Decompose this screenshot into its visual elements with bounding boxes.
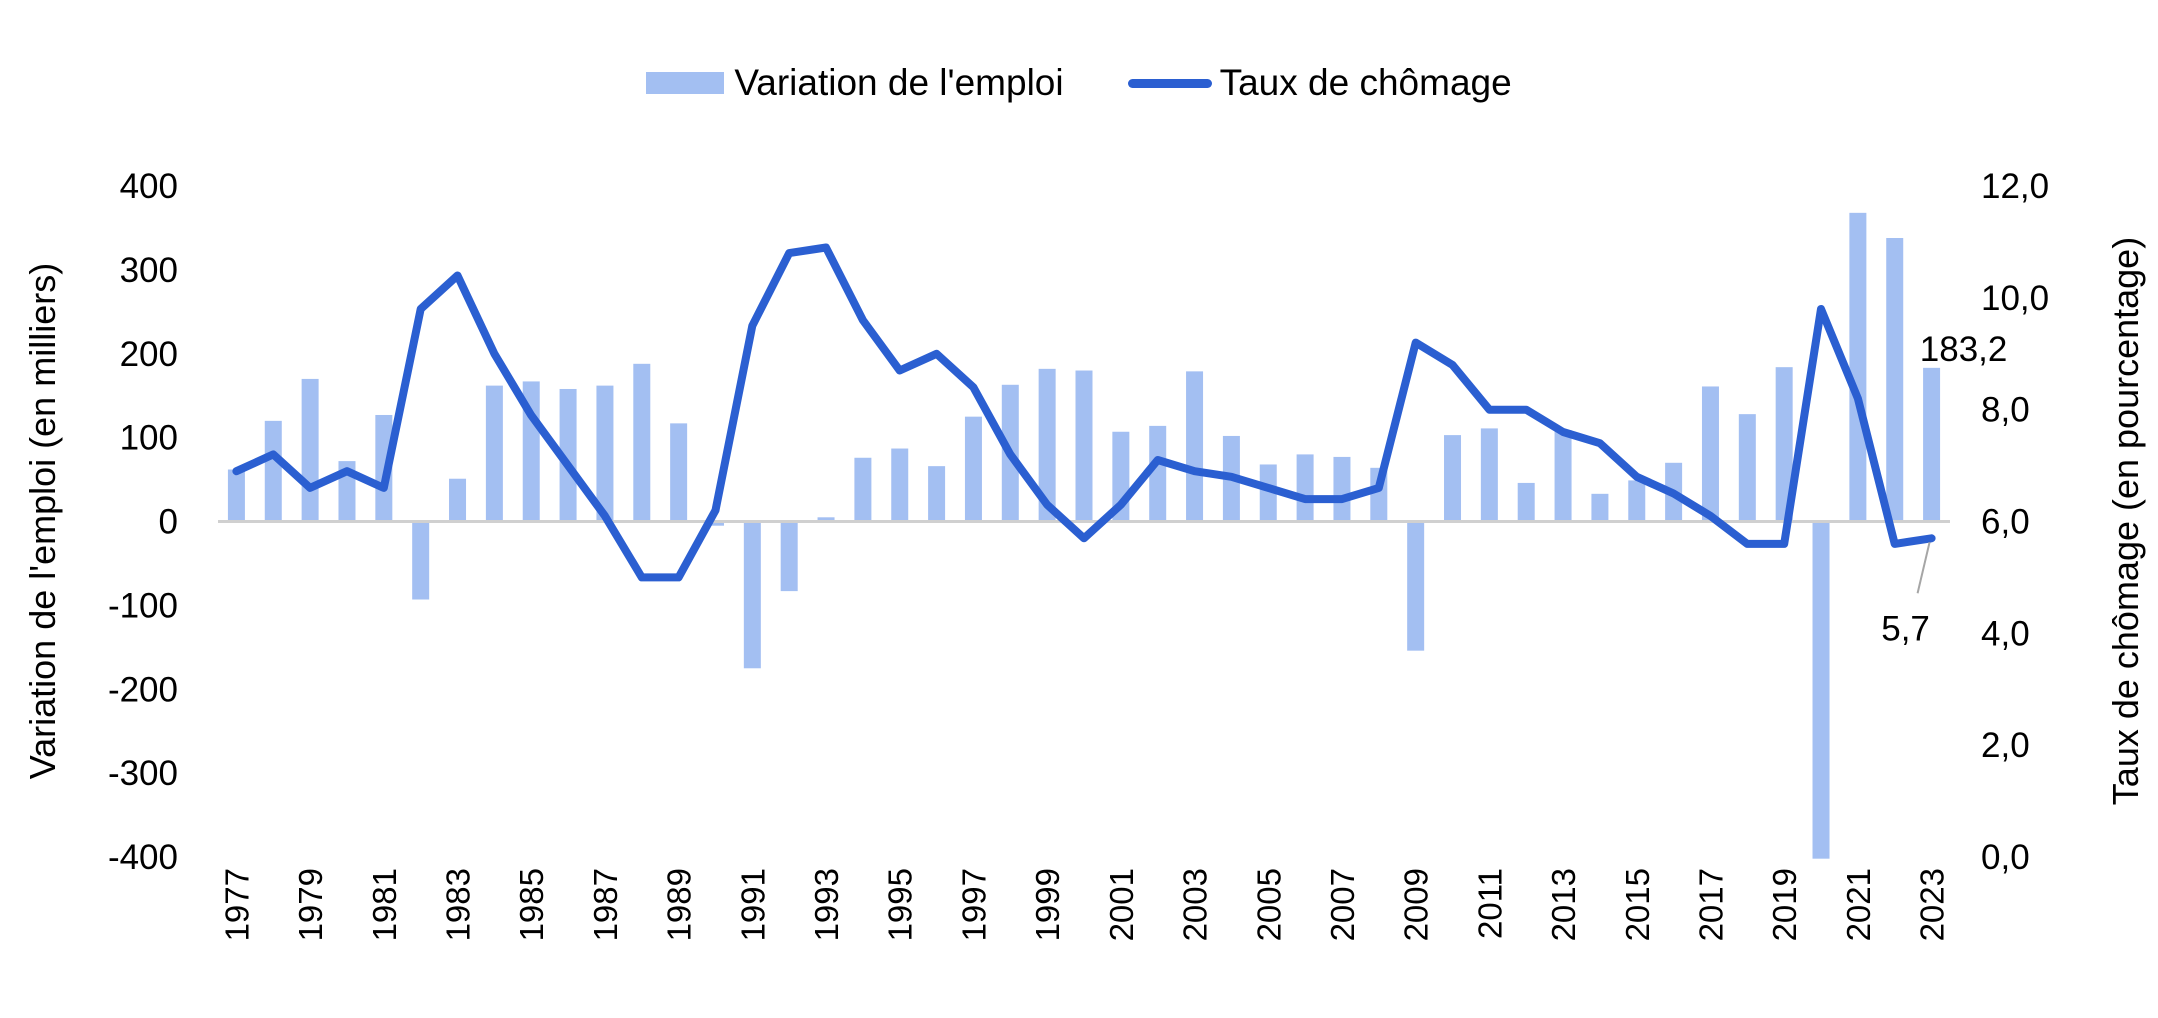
bar-2022 [1886, 238, 1904, 522]
y-left-tick: -300 [108, 754, 178, 793]
y-right-tick: 0,0 [1981, 838, 2030, 877]
last-bar-value-label: 183,2 [1920, 330, 2008, 369]
bar-1986 [559, 388, 577, 522]
x-tick: 1979 [292, 868, 329, 941]
bar-1983 [449, 478, 467, 522]
legend-swatch-bar [646, 72, 725, 94]
x-tick: 1981 [366, 868, 403, 941]
x-tick: 2003 [1177, 868, 1214, 941]
bar-2000 [1075, 370, 1093, 522]
x-tick: 2023 [1914, 868, 1951, 941]
last-rate-value-label: 5,7 [1881, 609, 1930, 648]
bar-2003 [1186, 371, 1204, 522]
bar-2007 [1333, 456, 1351, 522]
legend-label-bar: Variation de l'emploi [734, 62, 1064, 103]
y-right-tick: 2,0 [1981, 726, 2030, 765]
bar-2018 [1738, 414, 1756, 522]
bar-2013 [1554, 430, 1572, 522]
x-tick: 1985 [513, 868, 550, 941]
bar-2012 [1517, 482, 1535, 522]
bar-2019 [1775, 367, 1793, 522]
bar-2017 [1701, 386, 1719, 522]
legend-item-bar: Variation de l'emploi [646, 62, 1064, 104]
x-tick: 2015 [1619, 868, 1656, 941]
x-tick: 2011 [1471, 868, 1508, 939]
y-left-tick: -200 [108, 670, 178, 709]
bar-2015 [1628, 480, 1646, 522]
bar-1991 [743, 521, 761, 669]
y-right-tick: 8,0 [1981, 391, 2030, 430]
bar-1988 [633, 363, 651, 522]
y-left-tick: 300 [120, 251, 178, 290]
legend-swatch-line [1127, 78, 1212, 88]
x-tick: 1993 [808, 868, 845, 941]
bar-2005 [1259, 464, 1277, 522]
y-right-tick: 12,0 [1981, 167, 2049, 206]
x-tick: 1977 [218, 868, 255, 941]
bar-1987 [596, 385, 614, 522]
labels-group: 400 300 200 100 0 -100 -200 -300 -400 12,0 10,0 8,0… [22, 167, 2146, 941]
unemployment-rate-line [232, 243, 1936, 582]
bar-2020 [1812, 521, 1830, 859]
bar-2021 [1849, 212, 1867, 522]
bar-1999 [1038, 368, 1056, 522]
y-left-tick: 200 [120, 335, 178, 374]
y-left-tick: 400 [120, 167, 178, 206]
bar-1984 [485, 385, 503, 522]
bar-1989 [670, 423, 688, 522]
bar-2014 [1591, 493, 1609, 522]
bar-1992 [780, 521, 798, 592]
y-right-tick: 10,0 [1981, 279, 2049, 318]
y-left-tick: -100 [108, 586, 178, 625]
y-right-tick: 4,0 [1981, 614, 2030, 653]
x-tick: 2019 [1766, 868, 1803, 941]
bar-1977 [227, 469, 245, 522]
bar-2006 [1296, 454, 1314, 522]
bar-1994 [854, 457, 872, 522]
x-tick: 2001 [1103, 868, 1140, 941]
x-tick: 2021 [1840, 868, 1877, 941]
x-tick: 2013 [1545, 868, 1582, 941]
bar-1990 [706, 521, 724, 526]
bar-1997 [964, 416, 982, 522]
bar-1978 [264, 420, 282, 522]
x-tick: 1983 [440, 868, 477, 941]
bar-2011 [1480, 428, 1498, 522]
x-tick: 1989 [661, 868, 698, 941]
y-right-axis-title: Taux de chômage (en pourcentage) [2105, 237, 2146, 805]
bar-1996 [928, 466, 946, 522]
x-tick: 1999 [1029, 868, 1066, 941]
x-tick: 1997 [955, 868, 992, 941]
x-tick: 2017 [1692, 868, 1729, 941]
line-group [232, 243, 1936, 582]
bar-2002 [1149, 425, 1167, 522]
legend: Variation de l'emploi Taux de chômage [0, 62, 2158, 104]
bar-1982 [412, 521, 430, 600]
legend-label-line: Taux de chômage [1219, 62, 1512, 103]
y-left-tick: 100 [120, 419, 178, 458]
x-tick: 1987 [587, 868, 624, 941]
bar-1993 [817, 517, 835, 522]
bar-1979 [301, 378, 319, 522]
legend-item-line: Taux de chômage [1127, 62, 1512, 104]
y-left-tick: 0 [159, 503, 178, 542]
x-tick: 2005 [1250, 868, 1287, 941]
last-rate-leader-line [1916, 542, 1931, 594]
y-left-axis-title: Variation de l'emploi (en milliers) [22, 263, 63, 779]
x-tick: 2007 [1324, 868, 1361, 941]
y-right-tick: 6,0 [1981, 503, 2030, 542]
bar-2009 [1407, 521, 1425, 651]
bar-1995 [891, 448, 909, 522]
bar-2023 [1923, 367, 1941, 522]
y-left-tick: -400 [108, 838, 178, 877]
x-tick: 2009 [1398, 868, 1435, 941]
x-tick: 1991 [734, 868, 771, 941]
bar-2010 [1444, 435, 1462, 522]
x-tick: 1995 [882, 868, 919, 941]
